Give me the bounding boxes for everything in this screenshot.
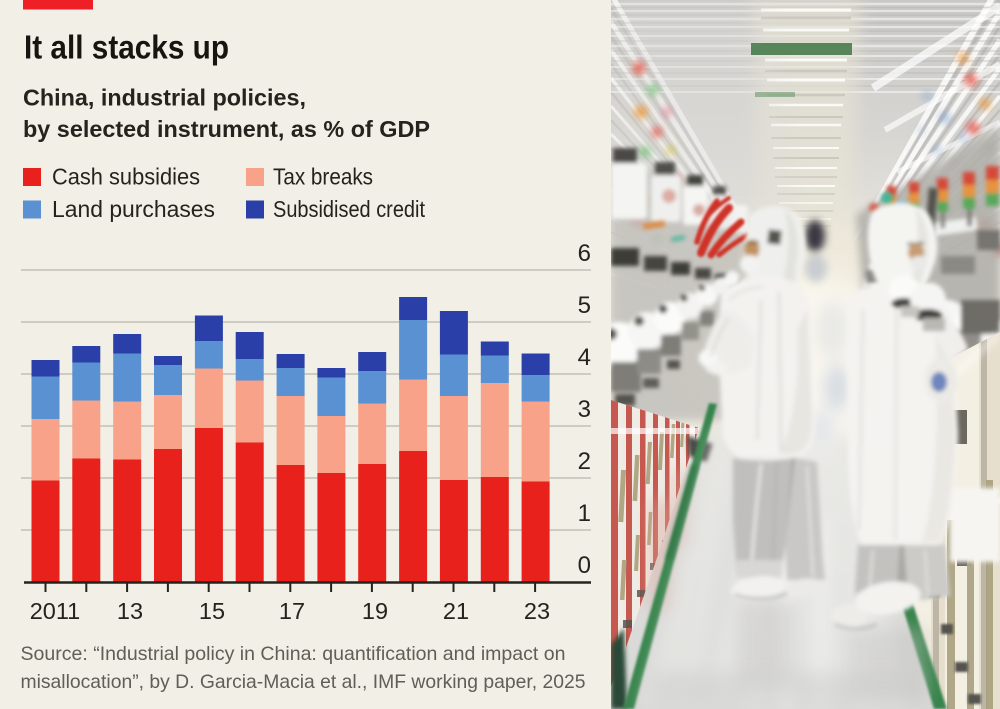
svg-text:misallocation”, by D. Garcia-M: misallocation”, by D. Garcia-Macia et al… [21, 671, 586, 693]
svg-text:5: 5 [578, 292, 591, 319]
svg-text:China, industrial policies,: China, industrial policies, [23, 85, 306, 111]
svg-text:It all stacks up: It all stacks up [24, 30, 229, 67]
svg-text:23: 23 [524, 598, 550, 624]
svg-text:0: 0 [578, 552, 591, 579]
svg-text:6: 6 [578, 240, 591, 267]
svg-text:1: 1 [578, 500, 591, 527]
svg-text:2: 2 [578, 448, 591, 475]
svg-text:4: 4 [578, 344, 591, 371]
svg-text:Cash subsidies: Cash subsidies [52, 164, 200, 190]
svg-text:Subsidised credit: Subsidised credit [273, 196, 426, 222]
svg-text:Source: “Industrial policy in: Source: “Industrial policy in China: qua… [21, 643, 566, 665]
svg-text:13: 13 [117, 598, 143, 624]
svg-text:2011: 2011 [30, 598, 81, 624]
svg-text:3: 3 [578, 396, 591, 423]
svg-text:19: 19 [362, 598, 388, 624]
svg-text:Tax breaks: Tax breaks [273, 164, 373, 190]
svg-text:by selected instrument, as % o: by selected instrument, as % of GDP [23, 116, 430, 142]
svg-text:17: 17 [279, 598, 305, 624]
svg-text:Land purchases: Land purchases [52, 196, 215, 222]
svg-text:21: 21 [443, 598, 469, 624]
svg-text:15: 15 [199, 598, 225, 624]
